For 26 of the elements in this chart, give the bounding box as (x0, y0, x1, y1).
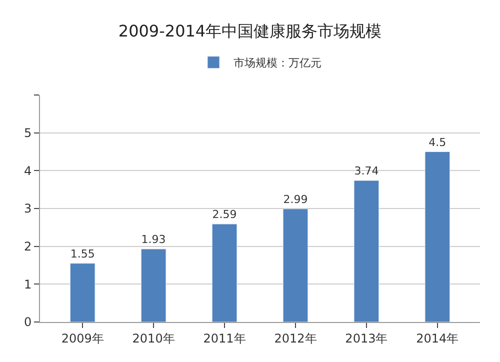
x-tick-label: 2013年 (345, 331, 388, 346)
y-tick-label: 0 (24, 315, 32, 330)
chart-title: 2009-2014年中国健康服务市场规模 (118, 22, 382, 41)
bar (140, 248, 166, 322)
y-tick-label: 4 (24, 164, 32, 178)
x-tick-label: 2011年 (203, 331, 246, 346)
bar (70, 263, 96, 322)
x-tick-label: 2009年 (61, 331, 104, 346)
y-tick-label: 2 (24, 240, 32, 254)
bar (354, 180, 380, 322)
legend-label: 市场规模：万亿元 (234, 56, 322, 70)
data-label: 1.55 (70, 247, 95, 260)
data-label: 2.59 (212, 208, 237, 222)
data-label: 2.99 (283, 192, 308, 206)
y-tick-label: 3 (24, 202, 32, 216)
y-tick-label: 5 (24, 126, 32, 140)
x-tick-label: 2012年 (274, 331, 317, 346)
bar (212, 224, 238, 322)
data-label: 1.93 (141, 232, 166, 246)
bar (424, 152, 450, 322)
data-label: 3.74 (354, 164, 379, 178)
x-tick-label: 2010年 (132, 331, 175, 346)
bar (282, 208, 308, 322)
x-tick-label: 2014年 (416, 331, 459, 346)
y-tick-label: 1 (24, 277, 32, 292)
data-label: 4.5 (428, 136, 446, 149)
